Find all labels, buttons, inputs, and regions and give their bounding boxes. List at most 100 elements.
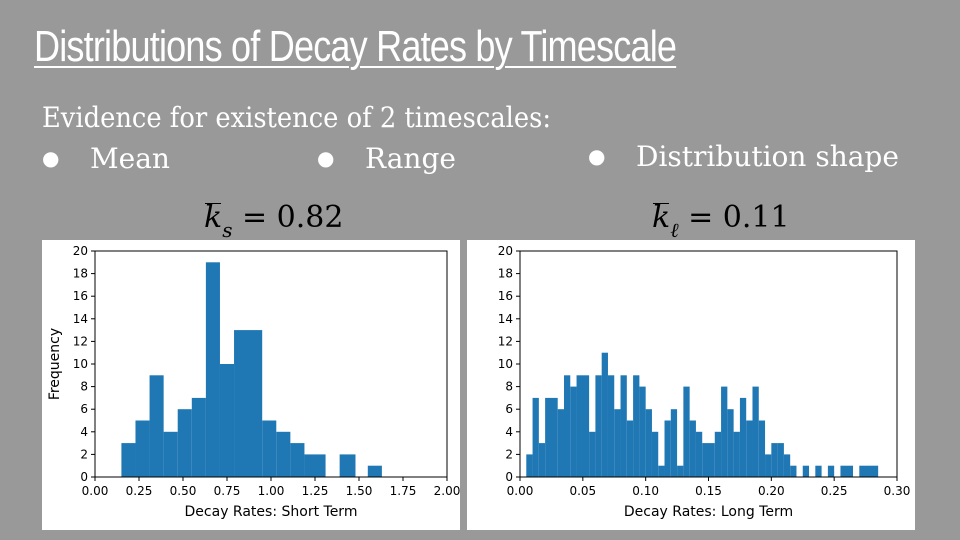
bullet-range: ● Range (317, 142, 456, 175)
y-tick-label: 10 (73, 357, 88, 371)
histogram-bar (163, 431, 178, 477)
histogram-bar (633, 375, 640, 477)
histogram-bar (205, 262, 220, 477)
x-tick-label: 0.05 (569, 484, 596, 498)
x-tick-label: 0.20 (758, 484, 785, 498)
histogram-bar (607, 375, 615, 477)
histogram-bar (526, 454, 533, 477)
formula-subscript: ℓ (670, 218, 679, 242)
histogram-bar (177, 409, 192, 477)
y-tick-label: 0 (80, 470, 88, 484)
histogram-bar (827, 465, 835, 477)
bullet-label: Range (365, 142, 456, 175)
bullet-dot-icon: ● (317, 146, 335, 170)
overbar (205, 203, 222, 204)
bullet-mean: ● Mean (42, 142, 170, 175)
histogram-bar (746, 420, 753, 477)
y-tick-label: 12 (73, 334, 88, 348)
histogram-bar (557, 409, 564, 477)
y-tick-label: 6 (505, 402, 513, 416)
slide-title: Distributions of Decay Rates by Timescal… (34, 22, 677, 71)
long-term-figure-background (467, 240, 915, 530)
y-tick-label: 14 (73, 312, 88, 326)
histogram-bar (262, 420, 277, 477)
histogram-bar (683, 386, 690, 477)
x-tick-label: 0.15 (695, 484, 722, 498)
histogram-bar (601, 352, 608, 477)
histogram-bar (702, 443, 709, 477)
histogram-bar (651, 431, 659, 477)
histogram-bar (276, 431, 291, 477)
x-axis-label: Decay Rates: Short Term (185, 504, 358, 520)
histogram-bar (645, 409, 652, 477)
y-tick-label: 18 (73, 267, 88, 281)
y-tick-label: 2 (80, 447, 88, 461)
histogram-bar (639, 386, 646, 477)
histogram-bar (576, 375, 590, 477)
histogram-bar (191, 397, 206, 477)
formula-subscript: s (222, 218, 233, 242)
bullet-label: Mean (90, 142, 170, 175)
histogram-bar (771, 443, 778, 477)
y-tick-label: 6 (80, 402, 88, 416)
y-tick-label: 8 (505, 380, 513, 394)
short-term-histogram: 0 2 4 6 8 10 12 14 16 18 20 0.00 0.25 0.50 0.75 1.00 1.2… (47, 244, 460, 520)
histogram-bar (538, 443, 546, 477)
histogram-bar (367, 465, 382, 477)
x-tick-label: 0.00 (507, 484, 534, 498)
x-tick-label: 0.25 (821, 484, 848, 498)
y-tick-label: 16 (498, 289, 513, 303)
y-tick-label: 20 (498, 244, 513, 258)
x-tick-label: 1.75 (390, 484, 417, 498)
histogram-bar (664, 420, 671, 477)
histogram-bar (783, 454, 791, 477)
x-tick-label: 1.25 (302, 484, 329, 498)
histogram-bar (802, 465, 810, 477)
y-tick-label: 10 (498, 357, 513, 371)
histogram-bar (219, 364, 235, 477)
histogram-bar (695, 431, 703, 477)
y-tick-label: 16 (73, 289, 88, 303)
histogram-bar (620, 375, 627, 477)
histogram-bar (304, 454, 326, 477)
histogram-bar (563, 375, 571, 477)
formula-value: = 0.82 (242, 200, 344, 235)
histogram-bar (733, 431, 740, 477)
y-tick-label: 12 (498, 334, 513, 348)
y-axis-label: Frequency (47, 328, 63, 400)
y-tick-label: 8 (80, 380, 88, 394)
histogram-bar (721, 386, 728, 477)
bullet-dot-icon: ● (588, 144, 606, 168)
x-tick-label: 1.00 (258, 484, 285, 498)
x-tick-label: 0.25 (126, 484, 153, 498)
histogram-bar (714, 431, 722, 477)
histogram-bar (765, 454, 772, 477)
bullet-label: Distribution shape (636, 140, 899, 173)
y-tick-label: 20 (73, 244, 88, 258)
x-tick-label: 0.50 (170, 484, 197, 498)
histogram-bar (815, 465, 822, 477)
histogram-bar (532, 397, 539, 477)
histogram-bar (752, 386, 759, 477)
histogram-bar (859, 465, 879, 477)
overbar (653, 203, 670, 204)
histogram-bar (570, 386, 577, 477)
histogram-bar (758, 420, 766, 477)
histogram-bar (727, 409, 734, 477)
histogram-bar (708, 443, 715, 477)
histogram-bar (135, 420, 150, 477)
histogram-bar (234, 330, 263, 477)
histogram-bar (840, 465, 854, 477)
bullet-dot-icon: ● (42, 146, 60, 170)
y-tick-label: 2 (505, 447, 513, 461)
histogram-bar (626, 420, 634, 477)
slide-subtitle: Evidence for existence of 2 timescales: (42, 101, 552, 134)
histogram-bar (614, 409, 621, 477)
histogram-bar (658, 465, 665, 477)
histogram-bar (689, 420, 696, 477)
x-tick-label: 0.00 (82, 484, 109, 498)
x-tick-label: 0.10 (632, 484, 659, 498)
histogram-bar (739, 397, 747, 477)
histogram-bar (777, 443, 784, 477)
